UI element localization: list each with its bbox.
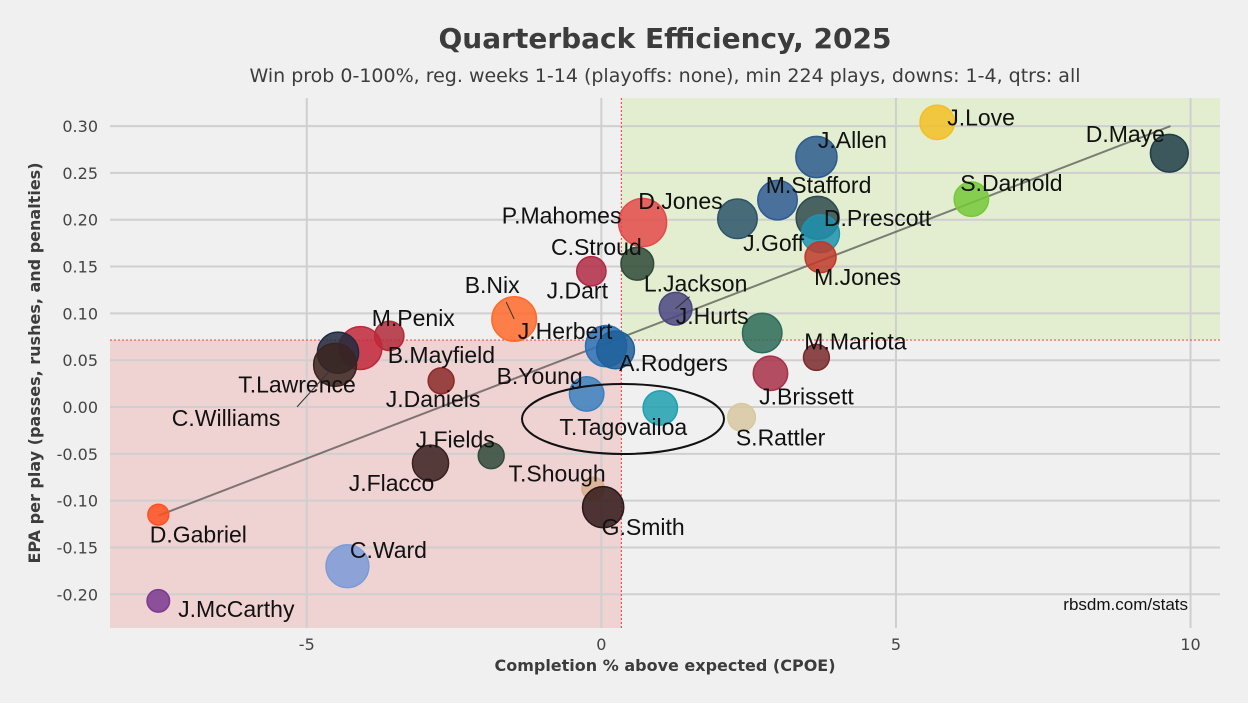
qb-point [427,367,455,395]
y-tick-label: 0.10 [62,304,98,323]
y-axis-label: EPA per play (passes, rushes, and penalt… [25,162,44,563]
y-tick-label: -0.15 [57,538,98,557]
qb-label: C.Ward [350,537,427,563]
qb-label: J.Goff [743,230,805,256]
x-tick-label: -5 [299,635,315,654]
qb-label: J.Allen [818,127,887,153]
qb-label: P.Mahomes [502,203,622,229]
qb-label: J.McCarthy [178,596,295,622]
chart-subtitle: Win prob 0-100%, reg. weeks 1-14 (playof… [249,65,1080,87]
qb-label: C.Williams [172,405,281,431]
qb-label: L.Jackson [644,271,748,297]
qb-point [795,135,838,179]
x-tick-label: 5 [891,635,901,654]
y-tick-label: 0.00 [62,398,98,417]
qb-point [727,402,757,432]
qb-label: J.Dart [547,278,609,304]
qb-label: M.Penix [372,305,456,331]
qb-point [642,389,679,426]
qb-label: D.Prescott [824,205,932,231]
x-tick-label: 10 [1180,635,1200,654]
y-tick-label: 0.25 [62,164,98,183]
chart-title: Quarterback Efficiency, 2025 [439,22,892,55]
highlight-ellipse [521,383,725,455]
qb-point [325,543,370,589]
qb-label: G.Smith [602,514,685,540]
qb-label: M.Jones [814,264,901,290]
qb-label: M.Mariota [804,328,906,354]
qb-label: J.Hurts [676,303,749,329]
y-tick-label: -0.20 [57,585,98,604]
qb-point [919,104,956,141]
bad-quadrant [110,340,622,628]
qb-point [411,444,450,482]
qb-label: B.Young [497,363,583,389]
qb-point [716,198,758,240]
qb-label: J.Love [947,104,1015,130]
qb-point [617,197,668,248]
qb-point [802,343,831,372]
qb-label: C.Stroud [551,234,642,260]
y-tick-label: 0.20 [62,211,98,230]
y-tick-label: -0.05 [57,445,98,464]
x-axis-label: Completion % above expected (CPOE) [494,656,835,675]
qb-label: D.Maye [1086,121,1165,147]
qb-label: J.Brissett [759,383,854,409]
leader-line [505,301,515,320]
qb-label: B.Nix [465,272,520,298]
qb-point [804,240,837,274]
qb-point [477,442,505,470]
qb-point [595,330,636,370]
qb-point [757,179,799,221]
x-tick-label: 0 [596,635,606,654]
qb-point [146,588,171,613]
y-tick-label: 0.30 [62,117,98,136]
y-tick-label: -0.10 [57,492,98,511]
qb-label: B.Mayfield [388,342,495,368]
leader-line [296,364,336,408]
qb-point [752,355,789,392]
qb-point [953,181,990,218]
qb-point [581,485,625,529]
qb-label: J.Flacco [349,470,435,496]
qb-label: D.Gabriel [150,522,247,548]
qb-label: T.Lawrence [238,372,356,398]
qb-label: S.Darnold [960,170,1062,196]
qb-point [620,246,655,281]
y-tick-label: 0.15 [62,258,98,277]
qb-label: J.Daniels [386,386,481,412]
qb-label: T.Tagovailoa [559,414,687,440]
y-tick-label: 0.05 [62,351,98,370]
qb-label: T.Shough [509,460,606,486]
qb-point [147,503,170,526]
qb-label: J.Fields [416,427,495,453]
leader-line [675,296,690,310]
qb-label: S.Rattler [736,424,826,450]
qb-point [741,312,783,354]
qb-label: D.Jones [638,188,722,214]
source-caption: rbsdm.com/stats [1063,595,1188,614]
qb-label: M.Stafford [766,172,872,198]
qb-label: J.Herbert [518,318,613,344]
qb-point [1149,133,1189,173]
qb-point [575,255,607,287]
qb-label: A.Rodgers [619,350,728,376]
